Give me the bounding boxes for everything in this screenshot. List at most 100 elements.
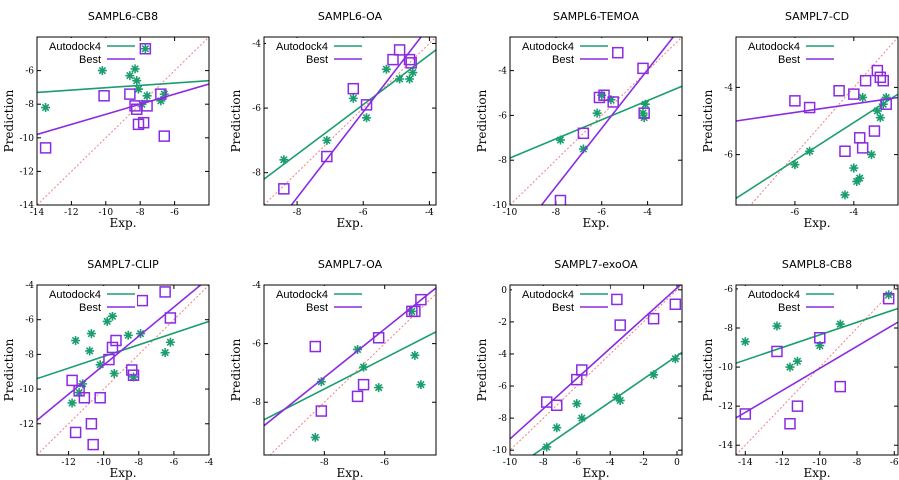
identity-line — [510, 37, 682, 205]
data-point — [141, 100, 153, 112]
data-point — [94, 392, 106, 404]
y-tick-label: -4 — [724, 83, 733, 93]
fit-line — [736, 96, 898, 122]
data-point — [576, 364, 588, 376]
data-point — [155, 88, 167, 100]
x-tick-label: -6 — [890, 458, 899, 468]
data-point — [360, 99, 373, 111]
x-tick-label: -8 — [539, 458, 548, 468]
y-tick-label: -8 — [252, 398, 261, 408]
chart-panel: SAMPL7-CD -6 -4 -6 -4 Exp. Prediction Autodock4… — [701, 10, 899, 230]
x-tick-label: -10 — [503, 458, 518, 468]
data-point — [611, 293, 623, 306]
data-point — [791, 400, 804, 412]
plot-area — [736, 285, 898, 455]
data-point — [67, 398, 77, 408]
y-tick-label: -4 — [498, 350, 507, 360]
chart-title: SAMPL8-CB8 — [782, 258, 852, 271]
y-tick-label: -12 — [20, 167, 35, 177]
data-point — [840, 190, 850, 200]
data-point — [615, 395, 625, 405]
data-point — [614, 319, 626, 331]
fit-line — [264, 331, 436, 421]
y-tick-label: 0 — [501, 286, 507, 296]
data-point — [407, 306, 417, 316]
data-point — [359, 362, 369, 372]
y-tick-label: -6 — [498, 111, 507, 121]
data-point — [805, 146, 815, 156]
x-tick-label: -4 — [849, 208, 858, 218]
data-point — [69, 426, 82, 439]
data-point — [555, 135, 565, 145]
y-tick-label: -8 — [498, 156, 507, 166]
plot-frame — [36, 36, 210, 206]
y-tick-label: -12 — [20, 420, 35, 430]
data-point — [884, 290, 894, 300]
data-point — [133, 84, 143, 94]
plot-frame — [509, 36, 683, 206]
legend-label: Best — [306, 302, 328, 314]
x-tick-label: -2 — [639, 458, 648, 468]
data-point — [159, 89, 169, 99]
data-point — [572, 399, 582, 409]
x-tick-label: -4 — [425, 208, 434, 218]
data-point — [416, 380, 426, 390]
y-axis-label: Prediction — [701, 89, 715, 152]
x-tick-label: -10 — [813, 458, 828, 468]
data-point — [410, 350, 420, 360]
data-point — [405, 74, 415, 84]
data-point — [881, 92, 891, 102]
data-point — [98, 90, 110, 102]
plot-frame — [263, 36, 437, 206]
x-tick-label: -4 — [643, 208, 652, 218]
data-point — [552, 423, 562, 433]
data-point — [132, 76, 142, 86]
y-tick-label: -6 — [25, 316, 34, 326]
data-point — [279, 155, 289, 165]
identity-line — [37, 285, 209, 455]
x-tick-label: -14 — [738, 458, 753, 468]
data-point — [740, 337, 750, 347]
data-point — [95, 360, 105, 370]
data-point — [803, 101, 816, 114]
data-point — [882, 292, 895, 305]
legend-label: Autodock4 — [49, 289, 101, 301]
data-point — [835, 319, 845, 329]
x-tick-label: -4 — [606, 458, 615, 468]
data-point — [554, 194, 567, 205]
data-point — [372, 332, 385, 344]
data-point — [874, 71, 887, 84]
x-tick-label: -6 — [597, 208, 606, 218]
data-point — [833, 85, 845, 97]
plot-area — [510, 285, 682, 455]
legend-label: Autodock4 — [522, 41, 574, 53]
y-tick-label: -8 — [498, 414, 507, 424]
data-point — [853, 132, 866, 144]
x-tick-label: -12 — [775, 458, 790, 468]
data-point — [156, 96, 166, 106]
data-point — [542, 442, 552, 452]
y-axis-label: Prediction — [701, 338, 715, 401]
fit-line — [736, 93, 898, 199]
data-point — [409, 305, 421, 318]
legend-label: Best — [306, 54, 328, 66]
y-tick-label: -8 — [252, 169, 261, 179]
data-point — [139, 43, 152, 55]
chart-panel: SAMPL6-TEMOA -10 -8 -6 -4 -10 -8 -6 -4 Exp. Predic… — [475, 10, 683, 230]
data-point — [309, 340, 322, 353]
legend-label: Best — [778, 54, 800, 66]
x-tick-label: -4 — [205, 458, 214, 468]
x-tick-label: -6 — [380, 458, 389, 468]
data-point — [316, 377, 326, 387]
plot-area — [264, 37, 436, 205]
data-point — [839, 145, 851, 157]
data-point — [87, 438, 99, 451]
x-tick-label: -6 — [170, 458, 179, 468]
y-tick-label: -8 — [25, 100, 34, 110]
data-point — [771, 345, 783, 358]
